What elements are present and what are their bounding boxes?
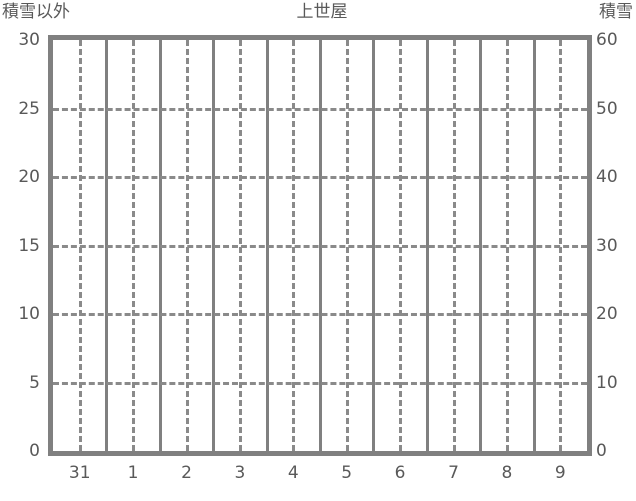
right-axis-tick-label: 60 — [596, 30, 618, 50]
x-axis-tick-label: 6 — [394, 463, 406, 483]
horizontal-gridline — [53, 107, 587, 111]
right-axis-tick-label: 0 — [596, 441, 607, 461]
left-axis-tick-label: 0 — [29, 441, 40, 461]
right-axis-tick-label: 40 — [596, 167, 618, 187]
left-axis-tick-label: 10 — [18, 304, 40, 324]
horizontal-gridline — [53, 381, 587, 385]
right-axis-tick-label: 30 — [596, 235, 618, 256]
x-axis-tick-label: 1 — [127, 463, 139, 483]
horizontal-gridline — [53, 244, 587, 248]
left-axis-title: 積雪以外 — [2, 2, 70, 22]
plot-area — [48, 35, 592, 456]
left-axis-tick-label: 25 — [18, 98, 40, 119]
horizontal-gridline — [53, 176, 587, 179]
x-axis-tick-label: 2 — [181, 463, 192, 483]
right-axis-tick-label: 10 — [596, 372, 618, 393]
plot-inner — [53, 40, 587, 451]
left-axis-tick-label: 30 — [18, 30, 40, 50]
right-axis-tick-label: 20 — [596, 304, 618, 324]
x-axis-tick-label: 31 — [68, 463, 91, 483]
x-axis-tick-label: 9 — [554, 463, 566, 483]
left-axis-tick-label: 20 — [18, 167, 40, 187]
x-axis-tick-label: 8 — [501, 463, 513, 483]
right-axis-tick-label: 50 — [596, 98, 618, 119]
horizontal-gridline — [53, 313, 587, 316]
right-axis-title: 積雪 — [599, 2, 633, 22]
x-axis-tick-label: 3 — [234, 463, 246, 483]
left-axis-tick-label: 15 — [18, 235, 40, 256]
x-axis-tick-label: 7 — [448, 463, 459, 483]
chart-title: 上世屋 — [296, 2, 348, 22]
left-axis-tick-label: 5 — [29, 372, 40, 393]
x-axis-tick-label: 4 — [287, 463, 299, 483]
x-axis-tick-label: 5 — [341, 463, 353, 483]
